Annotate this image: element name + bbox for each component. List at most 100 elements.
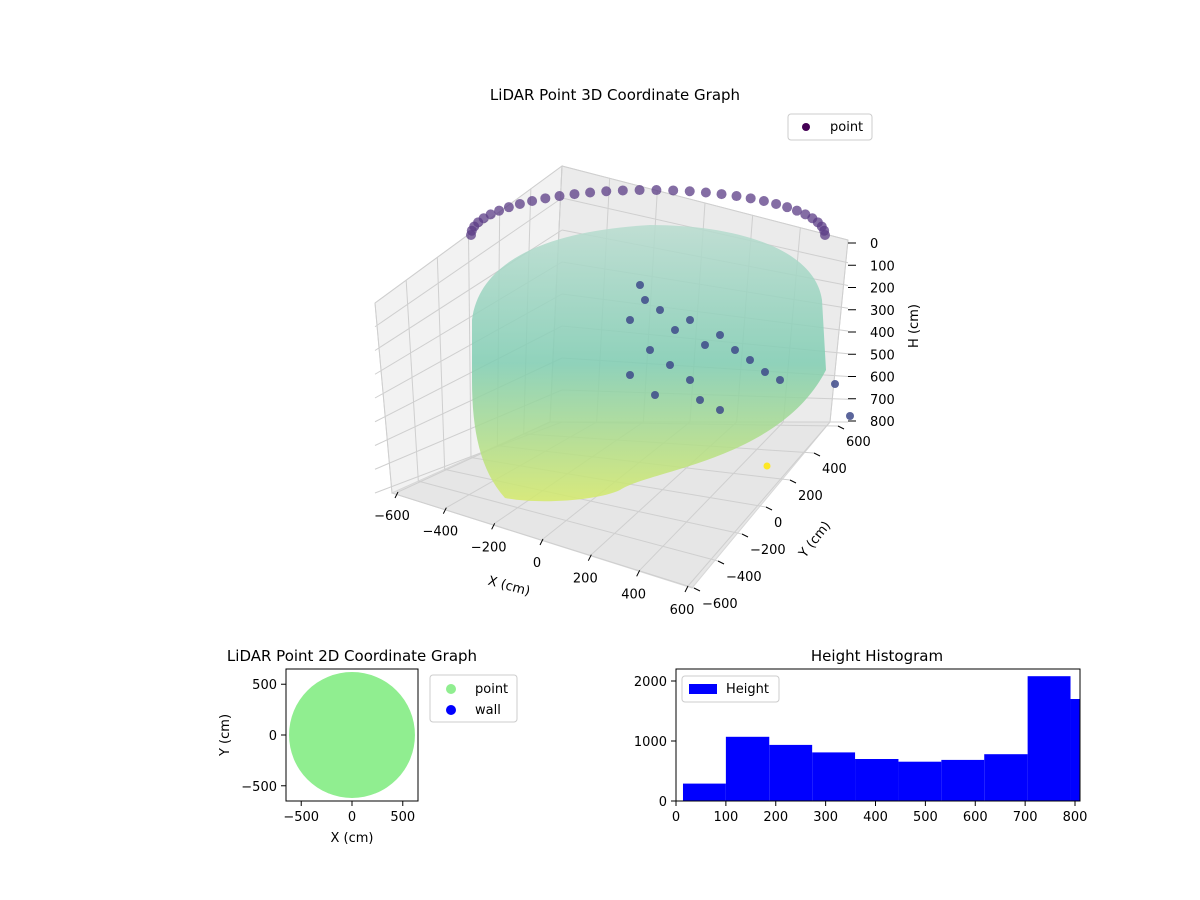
legend-3d-marker [802,123,810,131]
chart-histogram: Height Histogram 0 100 200 300 400 500 600 700 8… [634,647,1088,825]
cluster-point [831,380,839,388]
point-cloud [466,185,854,502]
rim-point [716,189,727,200]
outlier-point [763,462,771,470]
y-tick-mark [693,587,701,592]
rim-point [800,209,811,220]
y-tick-mark [813,452,821,457]
histogram-x-tick-label: 200 [763,810,788,825]
rim-point [651,185,662,196]
z-axis-3d-ticks: 0 100 200 300 400 500 600 700 800 [848,237,895,430]
histogram-x-tick-label: 300 [813,810,838,825]
rim-point [791,205,802,216]
cluster-point [656,306,664,314]
point-disk-fill [289,672,415,798]
rim-point [569,189,580,200]
histogram-x-tick-label: 100 [713,810,738,825]
rim-point [782,202,793,213]
z-tick-label: 700 [870,393,895,408]
grid-line [687,421,831,587]
legend-2d: point wall [429,674,518,723]
y-tick-label: 600 [846,435,871,450]
x-2d-tick-label: 0 [348,810,356,825]
legend-wall-marker [446,705,456,715]
rim-point [684,186,695,197]
grid-line [829,239,849,423]
cluster-point [626,316,634,324]
chart-2d: LiDAR Point 2D Coordinate Graph −500−500… [218,647,518,846]
x-tick-label: 600 [670,603,695,618]
point-disk [289,672,415,798]
z-tick-label: 600 [870,371,895,386]
histogram-bar [682,783,726,801]
cluster-point [761,368,769,376]
histogram-legend-label: Height [726,682,769,697]
rim-point [758,195,769,206]
cluster-point [686,316,694,324]
x-tick-mark [442,507,447,514]
cluster-point [641,296,649,304]
rim-point [601,186,612,197]
grid-line [391,492,695,589]
grid-line [374,302,393,494]
rim-point [466,230,476,240]
rim-point [668,185,679,196]
cluster-point [776,376,784,384]
y-tick-mark [741,533,749,538]
histogram-title: Height Histogram [811,647,943,665]
x-tick-mark [587,554,592,561]
histogram-x-tick-label: 800 [1063,810,1088,825]
histogram-bar [855,759,899,801]
y-tick-mark [717,560,725,565]
cluster-point [646,346,654,354]
y-2d-tick-label: 500 [252,678,277,693]
legend-wall-label: wall [475,703,501,718]
histogram-bar [1027,676,1071,801]
wall-strands [466,185,830,494]
x-tick-mark [684,585,689,593]
y-axis-3d-ticks: −600 −400 −200 0 200 400 600 [693,425,871,612]
z-tick-label: 200 [870,282,895,297]
y-tick-label: 0 [774,516,782,531]
histogram-x-tick-label: 700 [1013,810,1038,825]
z-axis-3d-label: H (cm) [907,304,922,348]
histogram-bars [682,676,1080,801]
cluster-point [671,326,679,334]
rim-point [527,195,538,206]
histogram-y-tick-label: 1000 [634,735,667,750]
y-tick-mark [789,479,797,484]
rim-point [700,187,711,198]
x-tick-label: −200 [471,540,507,555]
y-tick-mark [837,425,845,430]
x-tick-label: −400 [422,525,458,540]
histogram-legend-frame [681,675,780,703]
cluster-point [746,356,754,364]
interior-cluster [626,281,854,470]
histogram-bar [725,736,770,801]
y-tick-label: 400 [822,462,847,477]
x-2d-tick-label: −500 [283,810,319,825]
legend-3d: point [787,113,873,141]
rim-point [745,193,756,204]
chart-2d-ticks: −500 −500 0 0 500 500 [241,678,415,825]
x-tick-mark [394,491,399,499]
z-tick-label: 500 [870,348,895,363]
x-tick-mark [636,570,641,577]
cluster-point [651,391,659,399]
rim-point [514,198,525,209]
cluster-point [731,346,739,354]
legend-point-marker [446,684,456,694]
chart-3d-title: LiDAR Point 3D Coordinate Graph [490,86,740,104]
x-2d-tick-label: 500 [390,810,415,825]
legend-point-label: point [475,682,508,697]
histogram-x-tick-label: 500 [913,810,938,825]
y-2d-tick-label: 0 [269,729,277,744]
grid-line [436,257,446,470]
histogram-legend: Height [681,675,780,703]
z-tick-label: 400 [870,326,895,341]
histogram-bar [769,744,813,801]
z-tick-label: 0 [870,237,878,252]
x-axis-2d-label: X (cm) [331,831,374,846]
y-tick-label: −200 [750,543,786,558]
z-tick-label: 800 [870,415,895,430]
